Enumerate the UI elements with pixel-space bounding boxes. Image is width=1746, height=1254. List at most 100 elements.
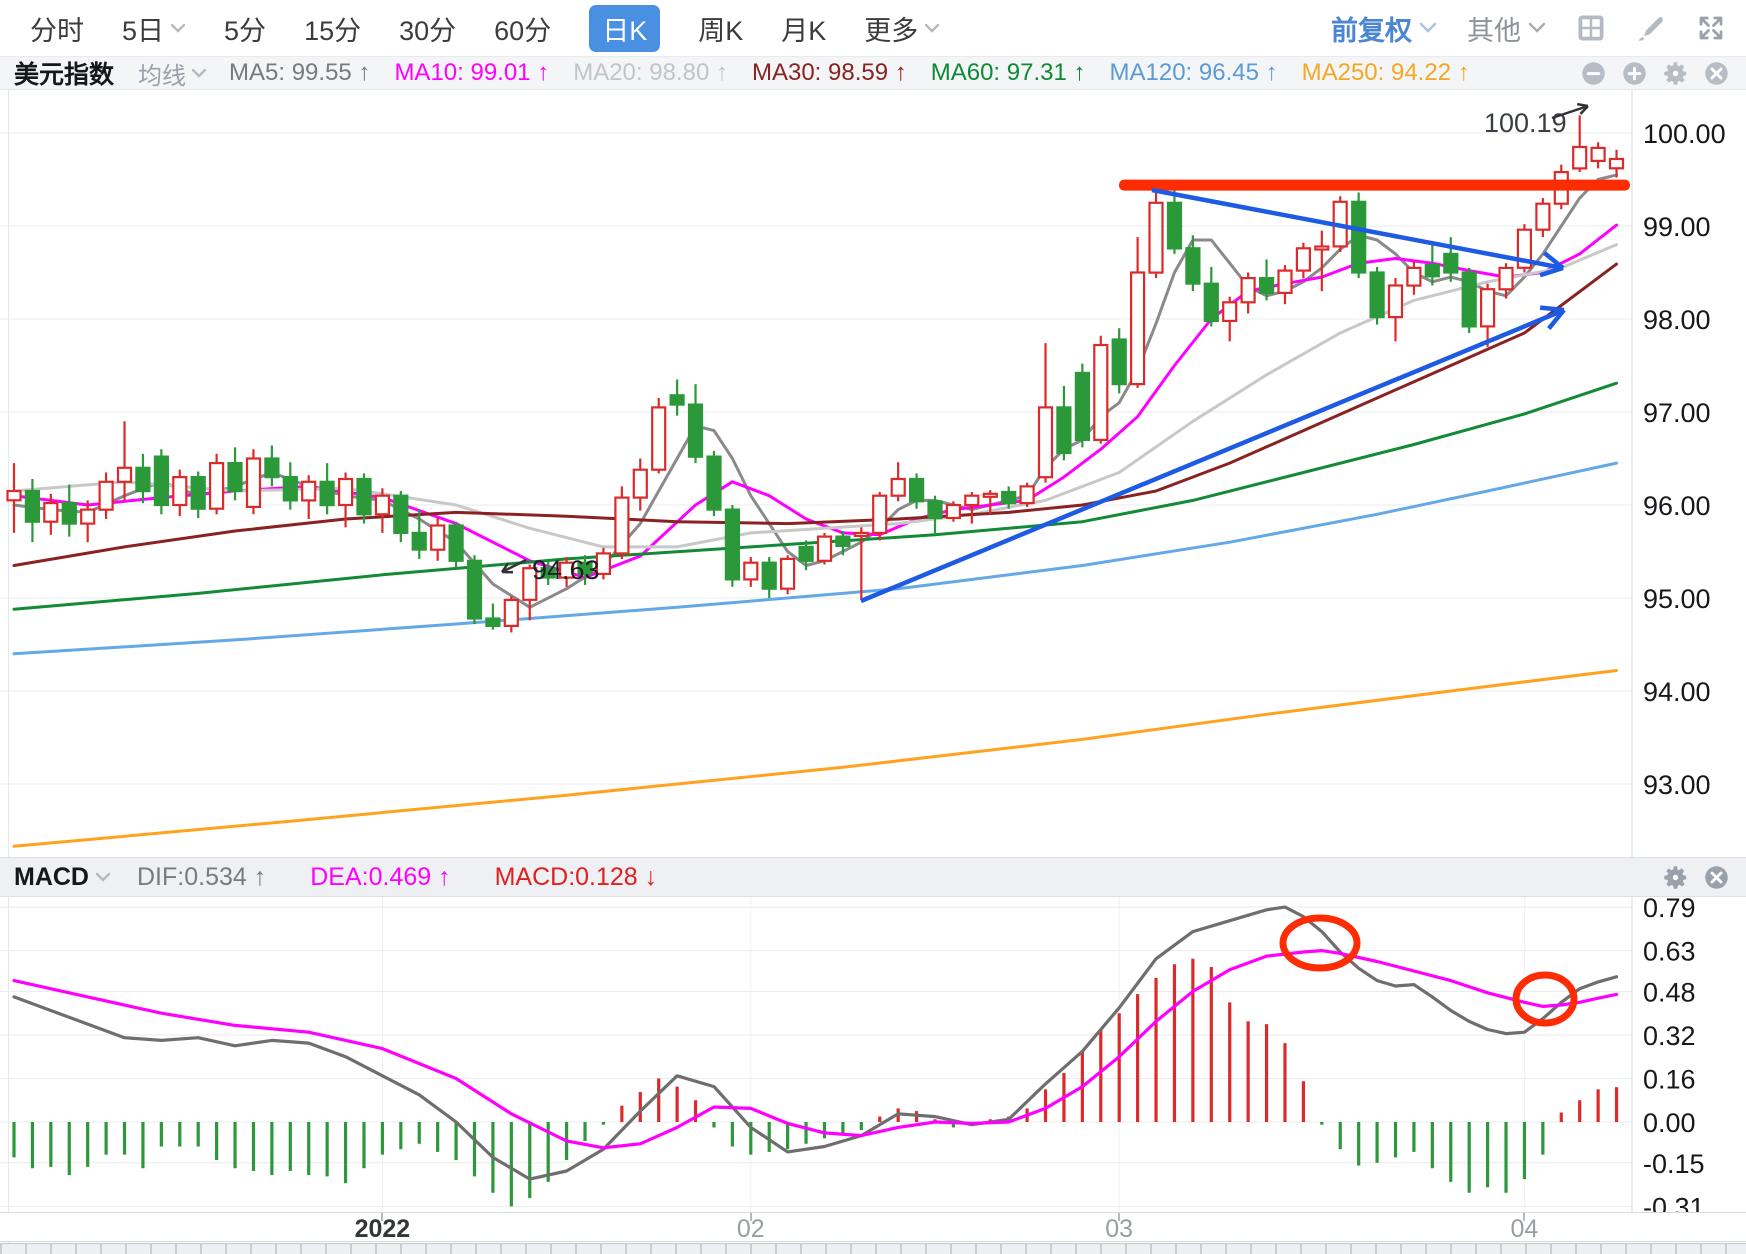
candle	[43, 502, 59, 523]
candle	[522, 567, 538, 601]
ma5-value: MA5: 99.55 ↑	[229, 59, 371, 86]
close-panel-icon[interactable]	[1703, 60, 1730, 87]
settings-gear-icon[interactable]	[1662, 864, 1689, 891]
ma120-value: MA120: 96.45 ↑	[1109, 59, 1278, 86]
candle	[338, 477, 354, 507]
candle	[1258, 277, 1275, 295]
x-axis-tick	[1118, 1213, 1121, 1221]
ma-line-ma250	[12, 669, 1618, 848]
tab-60分[interactable]: 60分	[494, 15, 552, 46]
candle	[1001, 490, 1017, 505]
macd-histogram	[12, 958, 1619, 1207]
svg-text:93.00: 93.00	[1643, 770, 1711, 800]
toolbar-right: 前复权 其他	[1331, 9, 1726, 48]
chevron-down-icon	[1528, 22, 1546, 34]
candle	[927, 500, 943, 520]
tab-15分[interactable]: 15分	[304, 15, 362, 46]
svg-text:0.48: 0.48	[1643, 977, 1696, 1007]
candle	[908, 477, 925, 503]
svg-text:0.00: 0.00	[1643, 1108, 1696, 1138]
candle	[1351, 200, 1367, 274]
candle	[1093, 343, 1109, 442]
trend_up-arrow	[860, 305, 1566, 604]
candle	[61, 502, 77, 525]
candle	[1185, 247, 1201, 285]
price-axis: 100.00 99.00 98.00 97.00 96.00 95.00 94.00 93.0…	[1631, 90, 1726, 857]
candle	[116, 466, 133, 483]
tab-日K[interactable]: 日K	[589, 4, 661, 52]
close-panel-icon[interactable]	[1703, 864, 1730, 891]
zoom-in-icon[interactable]	[1621, 60, 1648, 87]
candle	[982, 492, 998, 498]
candle	[356, 477, 372, 516]
candlestick-series	[6, 115, 1625, 633]
highlight-circle	[1279, 914, 1361, 972]
svg-text:0.79: 0.79	[1643, 897, 1696, 923]
period-toolbar: 分时 5日 5分 15分 30分 60分 日K 周K 月K 更多 前复权 其他	[0, 0, 1746, 57]
tab-月K[interactable]: 月K	[781, 15, 827, 46]
tab-5日[interactable]: 5日	[122, 9, 186, 48]
fullscreen-expand-icon[interactable]	[1696, 13, 1726, 43]
candle	[1222, 301, 1238, 323]
chevron-down-icon	[95, 872, 111, 883]
candle	[1166, 201, 1183, 250]
tab-30分[interactable]: 30分	[399, 15, 457, 46]
candle	[411, 531, 427, 551]
x-axis-label-02: 02	[736, 1215, 765, 1243]
x-axis-tick	[381, 1213, 384, 1221]
x-axis-label-03: 03	[1105, 1215, 1134, 1243]
mini-navigator[interactable]	[0, 1243, 1746, 1254]
macd-chart[interactable]: 0.79 0.63 0.48 0.32 0.16 0.00 -0.15 -0.31	[0, 897, 1746, 1212]
candle	[798, 545, 814, 562]
candle	[632, 468, 648, 499]
period-tabs: 分时 5日 5分 15分 30分 60分 日K 周K 月K 更多	[30, 4, 940, 52]
svg-text:100.19: 100.19	[1484, 108, 1567, 138]
macd-title: MACD	[14, 862, 89, 891]
ma-selector-dropdown[interactable]: 均线	[138, 56, 207, 91]
tab-分时[interactable]: 分时	[30, 15, 84, 46]
trend_down-arrow	[1151, 187, 1565, 278]
candle	[835, 535, 851, 548]
draw-brush-icon[interactable]	[1636, 13, 1666, 43]
adjust-mode-dropdown[interactable]: 前复权	[1331, 9, 1437, 48]
zoom-out-icon[interactable]	[1580, 60, 1607, 87]
settings-gear-icon[interactable]	[1662, 60, 1689, 87]
macd-indicator-dropdown[interactable]: MACD	[14, 863, 111, 892]
candle	[669, 394, 685, 406]
candle	[1240, 277, 1256, 304]
tab-5分[interactable]: 5分	[224, 15, 267, 46]
candle	[779, 557, 796, 590]
candle	[558, 561, 575, 579]
svg-text:-0.31: -0.31	[1643, 1192, 1705, 1212]
ma-selector-label: 均线	[138, 62, 187, 90]
candle	[245, 457, 262, 509]
svg-text:-0.15: -0.15	[1643, 1149, 1705, 1179]
ma30-value: MA30: 98.59 ↑	[751, 59, 907, 86]
candle	[1590, 146, 1606, 163]
candle	[190, 476, 206, 510]
tab-周K[interactable]: 周K	[698, 15, 744, 46]
candle	[1535, 202, 1551, 231]
tab-更多[interactable]: 更多	[864, 9, 940, 48]
x-axis-label-04: 04	[1510, 1215, 1539, 1243]
panel-left-border	[8, 0, 9, 1254]
candle	[687, 403, 704, 458]
candlestick-chart[interactable]: 100.00 99.00 98.00 97.00 96.00 95.00 94.00 93.0…	[0, 90, 1746, 857]
dea-line	[12, 948, 1619, 1150]
indicator-bar: 美元指数 均线 MA5: 99.55 ↑ MA10: 99.01 ↑ MA20: 9…	[0, 57, 1746, 90]
candle	[1608, 157, 1625, 170]
macd-cross-circles	[1279, 914, 1578, 1027]
candle	[135, 466, 151, 493]
price-grid	[0, 132, 1632, 785]
svg-text:94.00: 94.00	[1643, 677, 1711, 707]
candle	[1295, 247, 1312, 272]
candle	[1277, 269, 1293, 295]
macd-value: MACD:0.128 ↓	[494, 862, 658, 891]
ma60-value: MA60: 97.31 ↑	[930, 59, 1086, 86]
candle	[503, 598, 519, 627]
grid-layout-icon[interactable]	[1576, 13, 1606, 43]
candle	[890, 477, 906, 497]
other-dropdown[interactable]: 其他	[1467, 9, 1546, 48]
chevron-down-icon	[191, 68, 207, 79]
